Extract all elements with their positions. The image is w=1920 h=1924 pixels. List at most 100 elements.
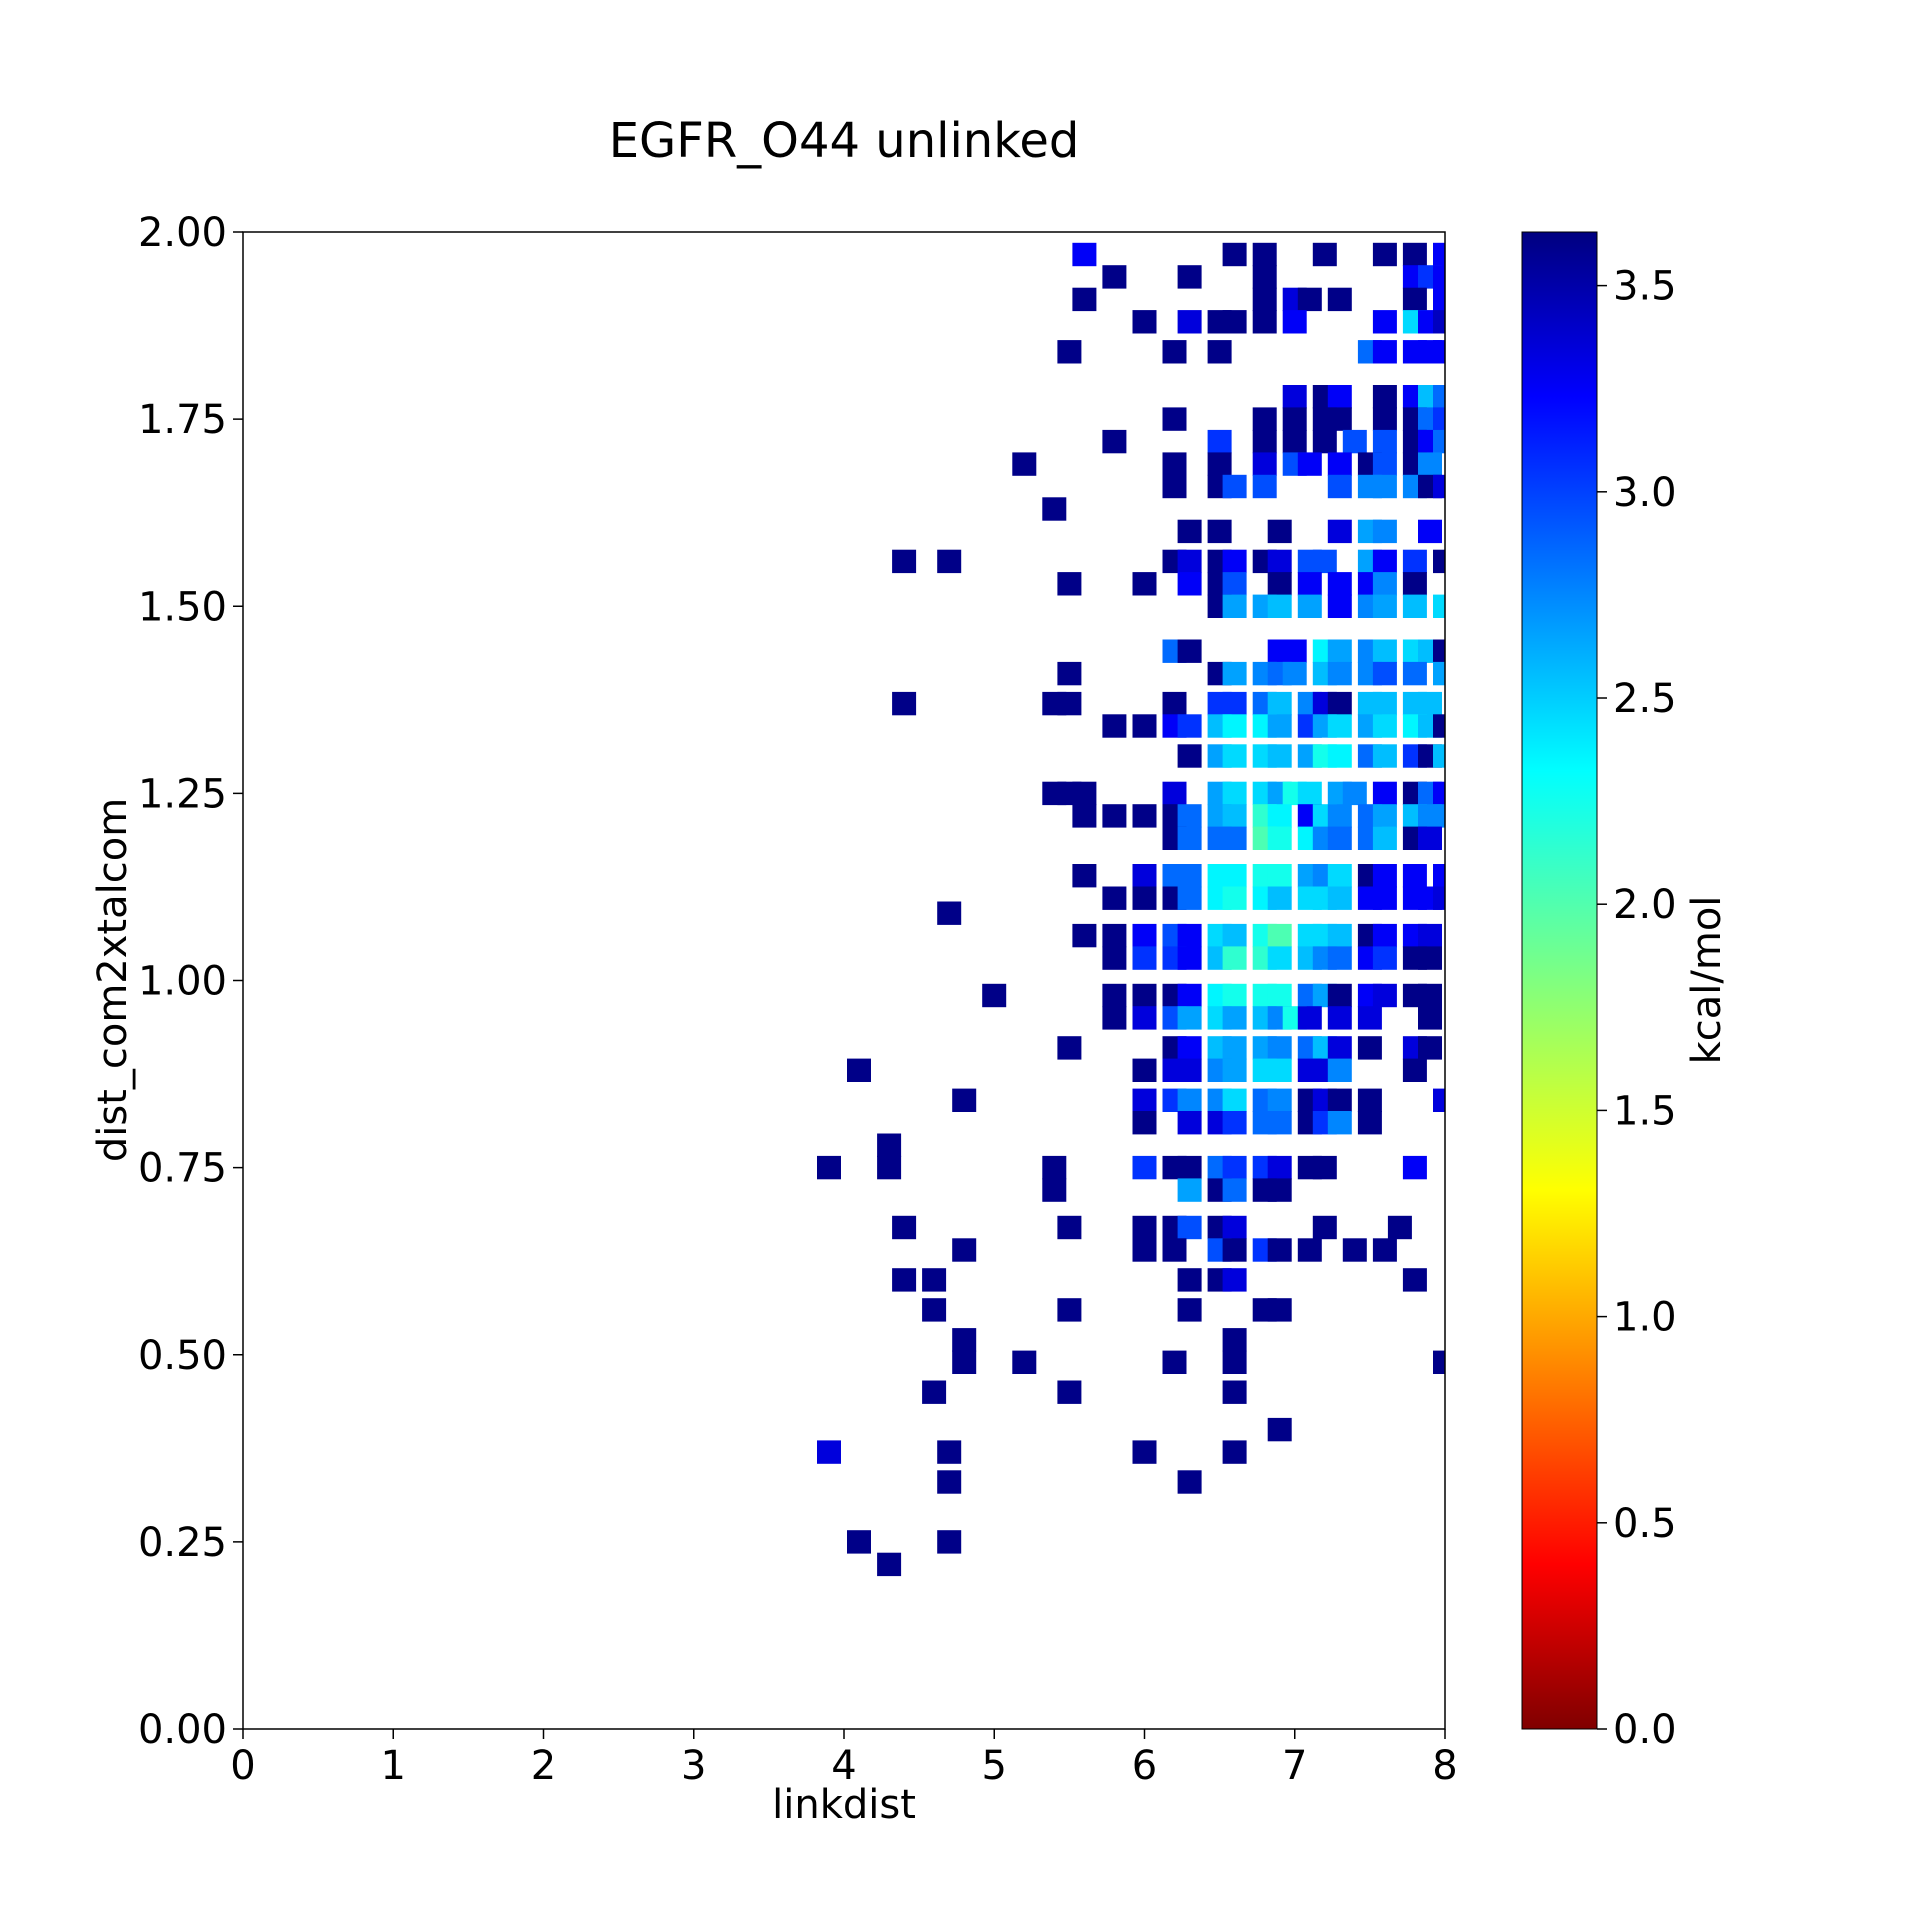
heatmap-cell — [1177, 864, 1202, 888]
colorbar-tick-label: 3.5 — [1613, 264, 1677, 310]
heatmap-cell — [982, 983, 1007, 1008]
heatmap-cell — [1433, 549, 1445, 574]
heatmap-cell — [1057, 572, 1082, 596]
heatmap-cell — [1327, 287, 1352, 312]
heatmap-cell — [1177, 519, 1202, 544]
heatmap-cell — [1267, 572, 1292, 596]
heatmap-cell — [1327, 1036, 1352, 1060]
heatmap-cell — [1222, 549, 1247, 574]
x-tick-label: 2 — [531, 1743, 556, 1789]
colorbar-tick-label: 3.0 — [1613, 470, 1677, 516]
heatmap-cell — [1222, 946, 1247, 970]
heatmap-cell — [1177, 1088, 1202, 1112]
heatmap-cell — [877, 1155, 902, 1180]
heatmap-cell — [1132, 804, 1157, 828]
heatmap-cell — [1418, 691, 1442, 716]
heatmap-cell — [1072, 804, 1097, 828]
heatmap-cell — [1177, 923, 1202, 948]
heatmap-cell — [1267, 1298, 1292, 1322]
heatmap-cell — [1372, 864, 1397, 888]
colorbar-tick-label: 1.5 — [1613, 1088, 1677, 1134]
heatmap-cell — [1402, 287, 1427, 312]
heatmap-cell — [1327, 946, 1352, 970]
heatmap-cell — [1102, 714, 1127, 738]
heatmap-cell — [1297, 594, 1322, 618]
heatmap-cell — [1402, 1155, 1427, 1180]
heatmap-cell — [1072, 287, 1097, 312]
heatmap-cell — [1372, 639, 1397, 663]
colorbar — [1521, 231, 1598, 1730]
heatmap-cell — [1177, 1268, 1202, 1292]
heatmap-cell — [937, 1470, 962, 1494]
heatmap-cell — [1252, 407, 1277, 431]
heatmap-cell — [937, 1440, 962, 1464]
heatmap-cell — [1327, 714, 1352, 738]
heatmap-cell — [1132, 1088, 1157, 1112]
heatmap-cell — [1177, 714, 1202, 738]
heatmap-cell — [952, 1238, 977, 1262]
y-tick-label: 1.25 — [138, 771, 227, 817]
heatmap-cell — [1267, 864, 1292, 888]
heatmap-cell — [817, 1155, 841, 1180]
heatmap-cell — [1418, 1006, 1442, 1030]
heatmap-cell — [1372, 572, 1397, 596]
heatmap-cell — [1433, 407, 1445, 431]
heatmap-cell — [922, 1380, 947, 1404]
heatmap-cell — [1252, 242, 1277, 267]
heatmap-cell — [1132, 1058, 1157, 1082]
heatmap-cell — [1267, 714, 1292, 738]
heatmap-cell — [1177, 1036, 1202, 1060]
heatmap-cell — [1177, 886, 1202, 910]
heatmap-cell — [1267, 1058, 1292, 1082]
colorbar-ticks: 0.0 0.5 1.0 1.5 2.0 2.5 3.0 3.5 — [1597, 264, 1677, 1753]
colorbar-tick-label: 1.0 — [1613, 1295, 1677, 1341]
heatmap-cell — [1252, 287, 1277, 312]
heatmap-cell — [1418, 826, 1442, 850]
heatmap-cell — [1222, 310, 1247, 334]
heatmap-cell — [1267, 1111, 1292, 1135]
heatmap-cell — [1418, 923, 1442, 948]
heatmap-cell — [1222, 661, 1247, 686]
heatmap-cell — [1282, 429, 1307, 454]
heatmap-cell — [1282, 639, 1307, 663]
heatmap-cell — [1222, 1088, 1247, 1112]
heatmap-cell — [1433, 1088, 1445, 1112]
heatmap-cell — [1222, 1238, 1247, 1262]
heatmap-cell — [1433, 781, 1445, 806]
heatmap-cell — [1327, 474, 1352, 499]
heatmap-cell — [1357, 1006, 1382, 1030]
heatmap-cell — [1177, 1470, 1202, 1494]
heatmap-cell — [1072, 923, 1097, 948]
heatmap-cell — [1012, 452, 1037, 476]
heatmap-cell — [1372, 886, 1397, 910]
heatmap-cell — [1433, 474, 1445, 499]
heatmap-cell — [1072, 242, 1097, 267]
x-tick-label: 7 — [1282, 1743, 1307, 1789]
heatmap-cell — [1177, 946, 1202, 970]
heatmap-cell — [1222, 744, 1247, 768]
heatmap-cell — [1372, 474, 1397, 499]
heatmap-cell — [937, 549, 962, 574]
heatmap-cell — [1132, 310, 1157, 334]
x-axis-ticks: 0 1 2 3 4 5 6 7 8 — [230, 1729, 1458, 1789]
heatmap-cell — [1297, 781, 1322, 806]
heatmap-cell — [1433, 714, 1445, 738]
heatmap-cell — [892, 1268, 917, 1292]
x-tick-label: 0 — [230, 1743, 255, 1789]
heatmap-cell — [1177, 1155, 1202, 1180]
heatmap-cell — [1102, 429, 1127, 454]
heatmap-cell — [1327, 594, 1352, 618]
heatmap-cell — [1102, 983, 1127, 1008]
heatmap-cell — [1327, 452, 1352, 476]
heatmap-cell — [1267, 1088, 1292, 1112]
heatmap-cell — [1177, 1006, 1202, 1030]
heatmap-cell — [1372, 549, 1397, 574]
heatmap-cell — [1357, 1088, 1382, 1112]
heatmap-cell — [1433, 310, 1445, 334]
chart-title: EGFR_O44 unlinked — [609, 113, 1080, 169]
heatmap-cell — [1177, 983, 1202, 1008]
heatmap-cell — [1267, 1178, 1292, 1202]
x-tick-label: 3 — [681, 1743, 706, 1789]
heatmap-cell — [1312, 1215, 1337, 1240]
heatmap-cell — [1327, 744, 1352, 768]
